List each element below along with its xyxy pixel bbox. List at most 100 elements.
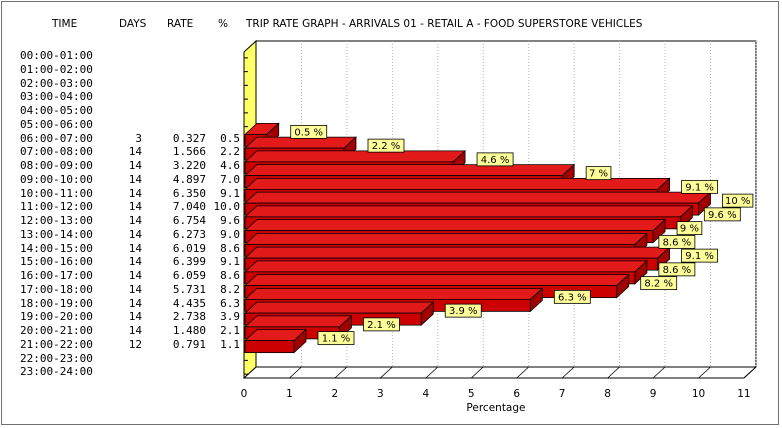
table-row: 23:00-24:00 xyxy=(0,365,250,378)
cell-rate: 6.273 xyxy=(172,227,206,241)
cell-days: 14 xyxy=(128,145,142,159)
cell-days: 14 xyxy=(128,324,142,337)
bar-top-face xyxy=(243,287,544,300)
cell-time: 08:00-09:00 xyxy=(20,159,93,172)
cell-rate: 7.040 xyxy=(172,200,206,214)
cell-rate: 6.754 xyxy=(172,214,206,227)
cell-rate: 0.327 xyxy=(172,131,206,145)
cell-time: 05:00-06:00 xyxy=(20,117,93,131)
cell-days: 14 xyxy=(128,241,142,255)
data-label: 8.6 % xyxy=(663,265,692,276)
chart-title: TRIP RATE GRAPH - ARRIVALS 01 - RETAIL A… xyxy=(246,18,643,30)
table-row: 22:00-23:00 xyxy=(0,352,250,365)
data-label: 8.6 % xyxy=(663,237,692,248)
cell-time: 18:00-19:00 xyxy=(20,296,93,310)
data-label-box xyxy=(363,317,400,332)
table-row: 20:00-21:00 14 1.480 2.1 xyxy=(0,324,250,337)
cell-pct: 6.3 xyxy=(220,296,240,310)
cell-rate: 6.350 xyxy=(172,186,206,200)
header-time: TIME xyxy=(52,18,78,30)
bar xyxy=(244,340,295,354)
data-label-box xyxy=(290,124,328,139)
data-label-box xyxy=(676,221,703,236)
data-label-box xyxy=(317,331,355,346)
header-rate: RATE xyxy=(167,18,194,30)
cell-rate: 5.731 xyxy=(172,282,206,296)
data-label-box xyxy=(658,262,696,277)
data-label-box xyxy=(640,276,678,291)
data-label-box xyxy=(703,207,741,222)
cell-days: 14 xyxy=(128,214,142,227)
data-label-box xyxy=(367,138,405,153)
cell-rate: 6.059 xyxy=(172,269,206,282)
cell-pct: 8.2 xyxy=(220,282,240,296)
table-row: 15:00-16:00 14 6.399 9.1 xyxy=(0,255,250,268)
cell-days: 14 xyxy=(128,296,142,310)
table-row: 19:00-20:00 14 2.738 3.9 xyxy=(0,310,250,323)
header-days: DAYS xyxy=(119,18,147,30)
cell-time: 04:00-05:00 xyxy=(20,104,93,117)
bar-top-face xyxy=(243,150,467,163)
table-row: 00:00-01:00 xyxy=(0,49,250,62)
data-label-box xyxy=(553,289,591,304)
header-percent: % xyxy=(218,18,228,30)
bar-top-face xyxy=(243,205,694,218)
x-tick-label: 7 xyxy=(559,388,566,400)
table-row: 10:00-11:00 14 6.350 9.1 xyxy=(0,187,250,200)
cell-time: 02:00-03:00 xyxy=(20,76,93,90)
cell-pct: 2.2 xyxy=(220,145,240,159)
bar-top-face xyxy=(243,191,712,204)
cell-time: 23:00-24:00 xyxy=(20,365,93,379)
cell-rate: 3.220 xyxy=(172,159,206,172)
cell-rate: 4.897 xyxy=(172,172,206,186)
data-label: 2.1 % xyxy=(367,320,396,331)
cell-days: 14 xyxy=(128,172,142,186)
table-row: 17:00-18:00 14 5.731 8.2 xyxy=(0,283,250,296)
cell-time: 17:00-18:00 xyxy=(20,282,93,296)
cell-pct: 1.1 xyxy=(220,337,240,351)
x-tick-label: 6 xyxy=(513,388,520,400)
bar-top-face xyxy=(243,219,667,232)
data-label: 10 % xyxy=(725,196,750,207)
data-label-box xyxy=(585,166,612,181)
data-label: 0.5 % xyxy=(294,127,323,138)
bar-top-face xyxy=(243,315,353,328)
cell-time: 03:00-04:00 xyxy=(20,90,93,104)
cell-days: 14 xyxy=(128,186,142,200)
floor-depth-line xyxy=(516,366,529,379)
floor-depth-line xyxy=(380,366,393,379)
cell-rate: 2.738 xyxy=(172,310,206,324)
data-label-box xyxy=(658,234,696,249)
floor-depth-line xyxy=(607,366,620,379)
data-label: 4.6 % xyxy=(481,155,510,166)
data-label: 9.1 % xyxy=(685,251,714,262)
floor-depth-line xyxy=(652,366,666,379)
cell-rate: 1.480 xyxy=(172,324,206,337)
x-tick-label: 9 xyxy=(650,388,657,400)
bar-top-face xyxy=(243,164,576,177)
data-label: 7 % xyxy=(589,169,608,180)
cell-days: 12 xyxy=(128,337,142,351)
data-label: 6.3 % xyxy=(558,292,587,303)
cell-days: 14 xyxy=(128,282,142,296)
x-tick-label: 3 xyxy=(377,388,384,400)
cell-pct: 7.0 xyxy=(220,172,240,186)
floor-depth-line xyxy=(470,366,484,379)
table-row: 16:00-17:00 14 6.059 8.6 xyxy=(0,269,250,282)
cell-time: 19:00-20:00 xyxy=(20,310,93,324)
table-row: 14:00-15:00 14 6.019 8.6 xyxy=(0,242,250,255)
cell-pct: 9.6 xyxy=(220,214,240,227)
cell-time: 13:00-14:00 xyxy=(20,227,93,241)
cell-time: 06:00-07:00 xyxy=(20,131,93,145)
data-label: 1.1 % xyxy=(322,334,351,345)
floor-depth-line xyxy=(561,366,575,379)
x-tick-label: 4 xyxy=(422,388,429,400)
cell-pct: 8.6 xyxy=(220,241,240,255)
data-label-box xyxy=(681,248,718,263)
cell-pct: 2.1 xyxy=(220,324,240,337)
x-axis-label: Percentage xyxy=(466,402,525,414)
cell-time: 16:00-17:00 xyxy=(20,269,93,282)
data-label-box xyxy=(444,303,482,318)
cell-time: 22:00-23:00 xyxy=(20,351,93,365)
